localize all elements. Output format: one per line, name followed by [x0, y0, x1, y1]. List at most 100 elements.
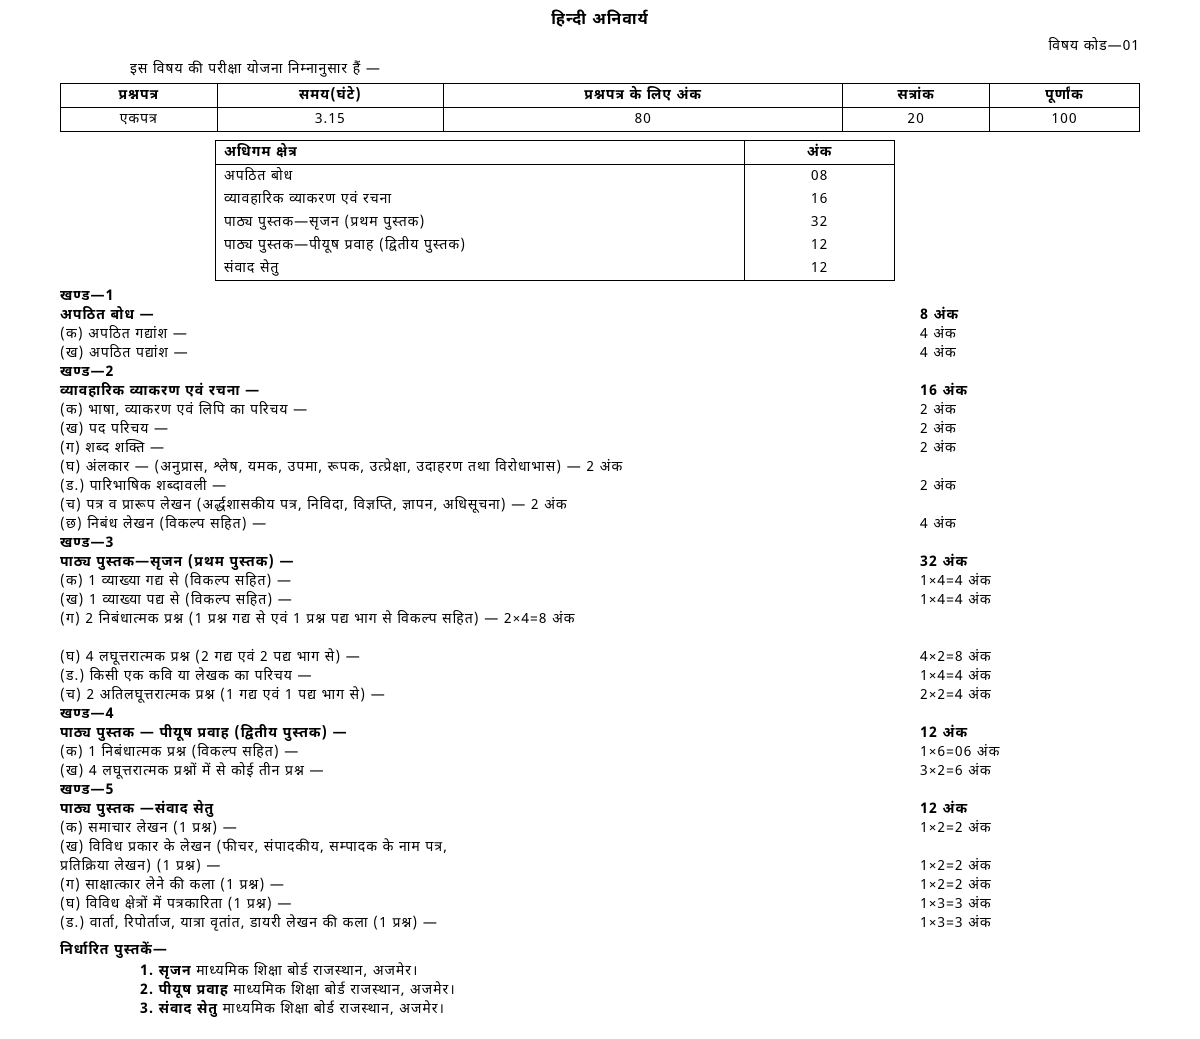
content-line: (घ) अंलकार — (अनुप्रास, श्लेष, यमक, उपमा…: [60, 458, 1140, 477]
book-title: संवाद सेतु: [159, 1000, 218, 1019]
row-label: पाठ्य पुस्तक —संवाद सेतु: [60, 800, 920, 819]
row-marks: 1×3=3 अंक: [920, 914, 1140, 933]
content-row: (च) 2 अतिलघूत्तरात्मक प्रश्न (1 गद्य एवं…: [60, 686, 1140, 705]
row-marks: 1×4=4 अंक: [920, 572, 1140, 591]
row-label: (ड.) पारिभाषिक शब्दावली —: [60, 477, 920, 496]
cell: 80: [444, 108, 843, 132]
content-row: व्यावहारिक व्याकरण एवं रचना —16 अंक: [60, 382, 1140, 401]
exam-scheme-table: प्रश्नपत्र समय(घंटे) प्रश्नपत्र के लिए अ…: [60, 83, 1140, 132]
books-heading: निर्धारित पुस्तकें—: [60, 941, 1140, 960]
row-marks: 1×6=06 अंक: [920, 743, 1140, 762]
content-row: (ड.) पारिभाषिक शब्दावली —2 अंक: [60, 477, 1140, 496]
content-row: (ख) अपठित पद्यांश —4 अंक: [60, 344, 1140, 363]
row-marks: 1×4=4 अंक: [920, 591, 1140, 610]
row-label: (छ) निबंध लेखन (विकल्प सहित) —: [60, 515, 920, 534]
book-item: 3. संवाद सेतु माध्यमिक शिक्षा बोर्ड राजस…: [140, 1000, 1140, 1019]
intro-text: इस विषय की परीक्षा योजना निम्नानुसार हैं…: [130, 60, 1140, 79]
book-number: 3.: [140, 1000, 159, 1019]
content-row: पाठ्य पुस्तक—सृजन (प्रथम पुस्तक) —32 अंक: [60, 553, 1140, 572]
content-row: (ग) शब्द शक्ति —2 अंक: [60, 439, 1140, 458]
book-title: सृजन: [159, 962, 192, 981]
section-heading: खण्ड—2: [60, 363, 1140, 382]
book-publisher: माध्यमिक शिक्षा बोर्ड राजस्थान, अजमेर।: [192, 962, 419, 981]
row-label: (क) अपठित गद्यांश —: [60, 325, 920, 344]
content-row: (घ) विविध क्षेत्रों में पत्रकारिता (1 प्…: [60, 895, 1140, 914]
cell: पाठ्य पुस्तक—सृजन (प्रथम पुस्तक): [216, 211, 745, 234]
row-marks: 1×3=3 अंक: [920, 895, 1140, 914]
row-label: (ग) शब्द शक्ति —: [60, 439, 920, 458]
row-marks: 1×4=4 अंक: [920, 667, 1140, 686]
row-label: (ख) 1 व्याख्या पद्य से (विकल्प सहित) —: [60, 591, 920, 610]
syllabus-body: खण्ड—1 अपठित बोध —8 अंक(क) अपठित गद्यांश…: [60, 287, 1140, 933]
content-row: (ड.) किसी एक कवि या लेखक का परिचय —1×4=4…: [60, 667, 1140, 686]
row-marks: 4 अंक: [920, 515, 1140, 534]
row-label: (क) समाचार लेखन (1 प्रश्न) —: [60, 819, 920, 838]
content-line: (ख) विविध प्रकार के लेखन (फीचर, संपादकीय…: [60, 838, 1140, 857]
cell: 12: [745, 257, 895, 281]
row-marks: 4 अंक: [920, 344, 1140, 363]
prescribed-books: निर्धारित पुस्तकें— 1. सृजन माध्यमिक शिक…: [60, 941, 1140, 1019]
row-marks: 2 अंक: [920, 420, 1140, 439]
row-label: (घ) 4 लघूत्तरात्मक प्रश्न (2 गद्य एवं 2 …: [60, 648, 920, 667]
learning-area-table: अधिगम क्षेत्र अंक अपठित बोध08व्यावहारिक …: [215, 140, 895, 281]
cell: 100: [989, 108, 1139, 132]
row-label: (ख) 4 लघूत्तरात्मक प्रश्नों में से कोई त…: [60, 762, 920, 781]
row-label: (क) 1 निबंधात्मक प्रश्न (विकल्प सहित) —: [60, 743, 920, 762]
book-item: 1. सृजन माध्यमिक शिक्षा बोर्ड राजस्थान, …: [140, 962, 1140, 981]
table-row: पाठ्य पुस्तक—पीयूष प्रवाह (द्वितीय पुस्त…: [216, 234, 895, 257]
content-row: (घ) 4 लघूत्तरात्मक प्रश्न (2 गद्य एवं 2 …: [60, 648, 1140, 667]
row-marks: 1×2=2 अंक: [920, 857, 1140, 876]
book-number: 2.: [140, 981, 159, 1000]
row-label: पाठ्य पुस्तक — पीयूष प्रवाह (द्वितीय पुस…: [60, 724, 920, 743]
row-label: अपठित बोध —: [60, 306, 920, 325]
cell: अपठित बोध: [216, 165, 745, 189]
section-heading: खण्ड—1: [60, 287, 1140, 306]
content-row: (ख) 4 लघूत्तरात्मक प्रश्नों में से कोई त…: [60, 762, 1140, 781]
row-label: (ख) अपठित पद्यांश —: [60, 344, 920, 363]
row-label: पाठ्य पुस्तक—सृजन (प्रथम पुस्तक) —: [60, 553, 920, 572]
cell: व्यावहारिक व्याकरण एवं रचना: [216, 188, 745, 211]
col-sessional: सत्रांक: [843, 84, 990, 108]
table-row: पाठ्य पुस्तक—सृजन (प्रथम पुस्तक)32: [216, 211, 895, 234]
book-number: 1.: [140, 962, 159, 981]
row-label: (क) भाषा, व्याकरण एवं लिपि का परिचय —: [60, 401, 920, 420]
content-row: पाठ्य पुस्तक —संवाद सेतु12 अंक: [60, 800, 1140, 819]
row-marks: 1×2=2 अंक: [920, 819, 1140, 838]
table-row: एकपत्र 3.15 80 20 100: [61, 108, 1140, 132]
content-row: अपठित बोध —8 अंक: [60, 306, 1140, 325]
row-label: (ख) पद परिचय —: [60, 420, 920, 439]
content-row: (ख) पद परिचय —2 अंक: [60, 420, 1140, 439]
col-time: समय(घंटे): [217, 84, 443, 108]
row-marks: 3×2=6 अंक: [920, 762, 1140, 781]
row-label: (ड.) वार्ता, रिपोर्ताज, यात्रा वृतांत, ड…: [60, 914, 920, 933]
row-marks: 12 अंक: [920, 800, 1140, 819]
row-marks: 2×2=4 अंक: [920, 686, 1140, 705]
row-label: (क) 1 व्याख्या गद्य से (विकल्प सहित) —: [60, 572, 920, 591]
col-marks: अंक: [745, 141, 895, 165]
blank-line: [60, 629, 1140, 648]
book-title: पीयूष प्रवाह: [159, 981, 229, 1000]
content-row: (क) समाचार लेखन (1 प्रश्न) —1×2=2 अंक: [60, 819, 1140, 838]
row-label: (ड.) किसी एक कवि या लेखक का परिचय —: [60, 667, 920, 686]
table-header-row: प्रश्नपत्र समय(घंटे) प्रश्नपत्र के लिए अ…: [61, 84, 1140, 108]
content-row: (क) 1 निबंधात्मक प्रश्न (विकल्प सहित) —1…: [60, 743, 1140, 762]
content-line: (ग) 2 निबंधात्मक प्रश्न (1 प्रश्न गद्य स…: [60, 610, 1140, 629]
content-row: प्रतिक्रिया लेखन) (1 प्रश्न) —1×2=2 अंक: [60, 857, 1140, 876]
content-row: पाठ्य पुस्तक — पीयूष प्रवाह (द्वितीय पुस…: [60, 724, 1140, 743]
row-marks: 4×2=8 अंक: [920, 648, 1140, 667]
content-row: (ख) 1 व्याख्या पद्य से (विकल्प सहित) —1×…: [60, 591, 1140, 610]
cell: 08: [745, 165, 895, 189]
book-publisher: माध्यमिक शिक्षा बोर्ड राजस्थान, अजमेर।: [229, 981, 456, 1000]
table-header-row: अधिगम क्षेत्र अंक: [216, 141, 895, 165]
content-line: (च) पत्र व प्रारूप लेखन (अर्द्धशासकीय पत…: [60, 496, 1140, 515]
row-marks: 32 अंक: [920, 553, 1140, 572]
row-marks: 2 अंक: [920, 401, 1140, 420]
row-label: (च) 2 अतिलघूत्तरात्मक प्रश्न (1 गद्य एवं…: [60, 686, 920, 705]
content-row: (ग) साक्षात्कार लेने की कला (1 प्रश्न) —…: [60, 876, 1140, 895]
table-row: व्यावहारिक व्याकरण एवं रचना16: [216, 188, 895, 211]
table-row: अपठित बोध08: [216, 165, 895, 189]
row-marks: 1×2=2 अंक: [920, 876, 1140, 895]
cell: पाठ्य पुस्तक—पीयूष प्रवाह (द्वितीय पुस्त…: [216, 234, 745, 257]
section-heading: खण्ड—5: [60, 781, 1140, 800]
row-marks: 4 अंक: [920, 325, 1140, 344]
